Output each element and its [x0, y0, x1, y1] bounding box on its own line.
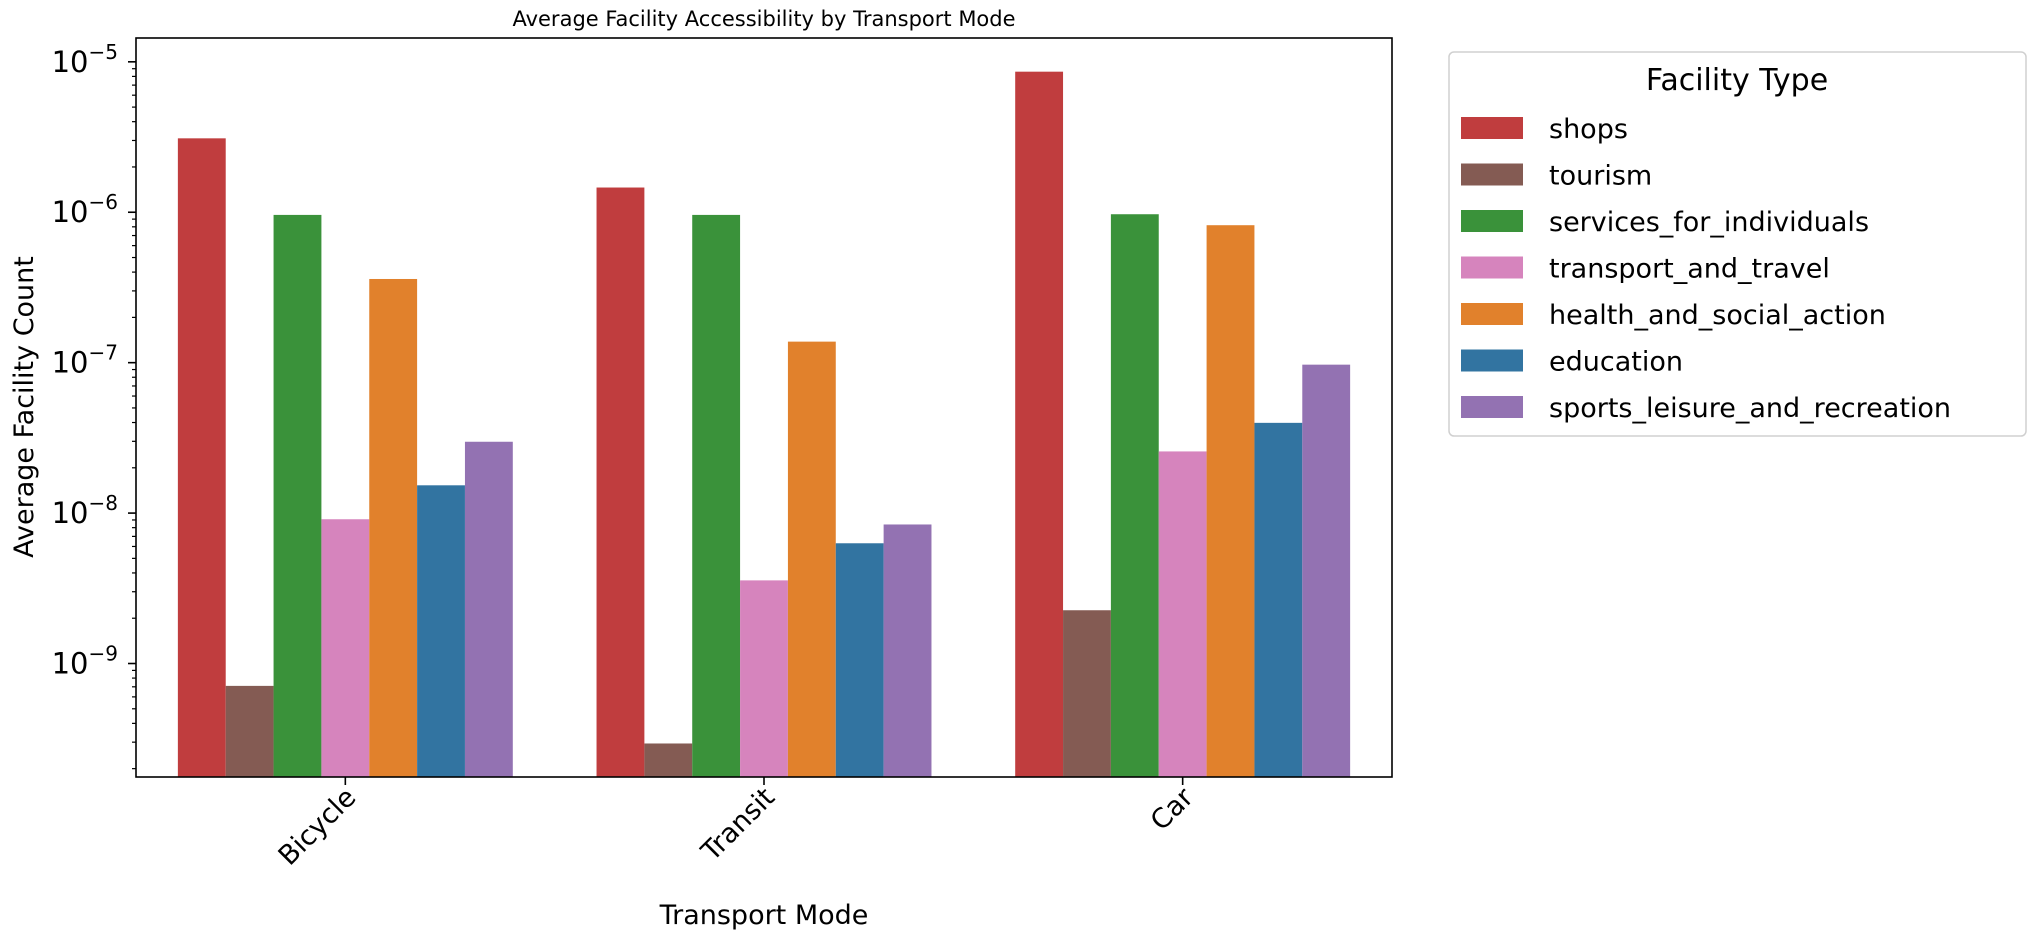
y-axis-label: Average Facility Count	[9, 256, 40, 558]
x-tick-label-bicycle: Bicycle	[273, 782, 363, 872]
bar-education-bicycle	[417, 485, 465, 777]
legend-item-sports_leisure_and_recreation: sports_leisure_and_recreation	[1461, 393, 1951, 424]
y-axis: 10−510−610−710−810−9	[52, 40, 136, 770]
y-tick-base: 10	[52, 195, 89, 229]
bar-health_and_social_action-transit	[787, 341, 836, 777]
bar-health_and_social_action-car	[1206, 225, 1255, 777]
bar-services_for_individuals-transit	[692, 214, 741, 777]
legend-swatch	[1461, 210, 1523, 232]
chart-title: Average Facility Accessibility by Transp…	[512, 7, 1015, 31]
y-tick-base: 10	[52, 647, 89, 681]
bar-transport_and_travel-transit	[740, 580, 788, 777]
legend-item-tourism: tourism	[1461, 161, 1652, 192]
legend-item-health_and_social_action: health_and_social_action	[1461, 300, 1886, 331]
bar-services_for_individuals-bicycle	[273, 214, 322, 777]
legend-item-shops: shops	[1461, 114, 1628, 145]
y-tick-exponent: −8	[89, 491, 118, 515]
plot-frame	[135, 37, 1393, 778]
bar-sports_leisure_and_recreation-car	[1302, 364, 1351, 777]
legend-swatch	[1461, 117, 1523, 139]
bar-sports_leisure_and_recreation-bicycle	[464, 441, 513, 777]
legend-swatch	[1461, 396, 1523, 418]
x-tick-label-car: Car	[1145, 781, 1200, 836]
legend-item-services_for_individuals: services_for_individuals	[1461, 207, 1869, 238]
y-tick-exponent: −7	[89, 341, 118, 365]
bars-layer	[177, 71, 1351, 778]
legend: Facility Type shops tourism services_for_i…	[1448, 51, 2027, 437]
y-tick-exponent: −9	[89, 642, 118, 666]
bar-sports_leisure_and_recreation-transit	[883, 524, 932, 777]
y-tick-base: 10	[52, 496, 89, 530]
y-tick-label: 10−9	[52, 642, 118, 681]
x-axis-label: Transport Mode	[659, 900, 869, 931]
legend-swatch	[1461, 303, 1523, 325]
legend-label: transport_and_travel	[1549, 254, 1830, 285]
legend-title: Facility Type	[1646, 63, 1828, 98]
bar-shops-bicycle	[177, 138, 226, 778]
bar-tourism-bicycle	[225, 685, 274, 777]
legend-item-transport_and_travel: transport_and_travel	[1461, 254, 1830, 285]
y-tick-label: 10−6	[52, 190, 118, 229]
bar-transport_and_travel-car	[1158, 451, 1207, 777]
legend-label: health_and_social_action	[1549, 300, 1886, 331]
legend-items: shops tourism services_for_individualstran…	[1461, 114, 1951, 424]
y-tick-label: 10−7	[52, 341, 118, 380]
legend-swatch	[1461, 256, 1523, 279]
legend-swatch	[1461, 349, 1523, 372]
bar-shops-car	[1015, 71, 1064, 777]
legend-label: education	[1549, 347, 1683, 378]
bar-shops-transit	[596, 187, 645, 778]
legend-item-education: education	[1461, 347, 1683, 378]
legend-label: shops	[1549, 114, 1628, 145]
y-tick-exponent: −6	[89, 190, 118, 214]
bar-health_and_social_action-bicycle	[369, 278, 418, 777]
bar-education-transit	[835, 543, 884, 777]
x-tick-label-transit: Transit	[695, 782, 781, 868]
y-tick-base: 10	[52, 346, 89, 380]
bar-tourism-transit	[644, 743, 693, 777]
bar-education-car	[1254, 422, 1303, 777]
y-tick-label: 10−5	[52, 40, 118, 79]
y-tick-base: 10	[52, 45, 89, 79]
y-tick-label: 10−8	[52, 491, 118, 530]
legend-label: sports_leisure_and_recreation	[1549, 393, 1951, 424]
bar-transport_and_travel-bicycle	[321, 519, 370, 777]
legend-frame	[1448, 51, 2027, 437]
legend-label: services_for_individuals	[1549, 207, 1869, 238]
legend-label: tourism	[1549, 161, 1652, 192]
bar-services_for_individuals-car	[1110, 214, 1159, 778]
y-tick-exponent: −5	[89, 40, 118, 64]
x-axis: Bicycle Transit Car	[273, 777, 1200, 872]
legend-swatch	[1461, 163, 1523, 186]
bar-tourism-car	[1063, 610, 1111, 777]
